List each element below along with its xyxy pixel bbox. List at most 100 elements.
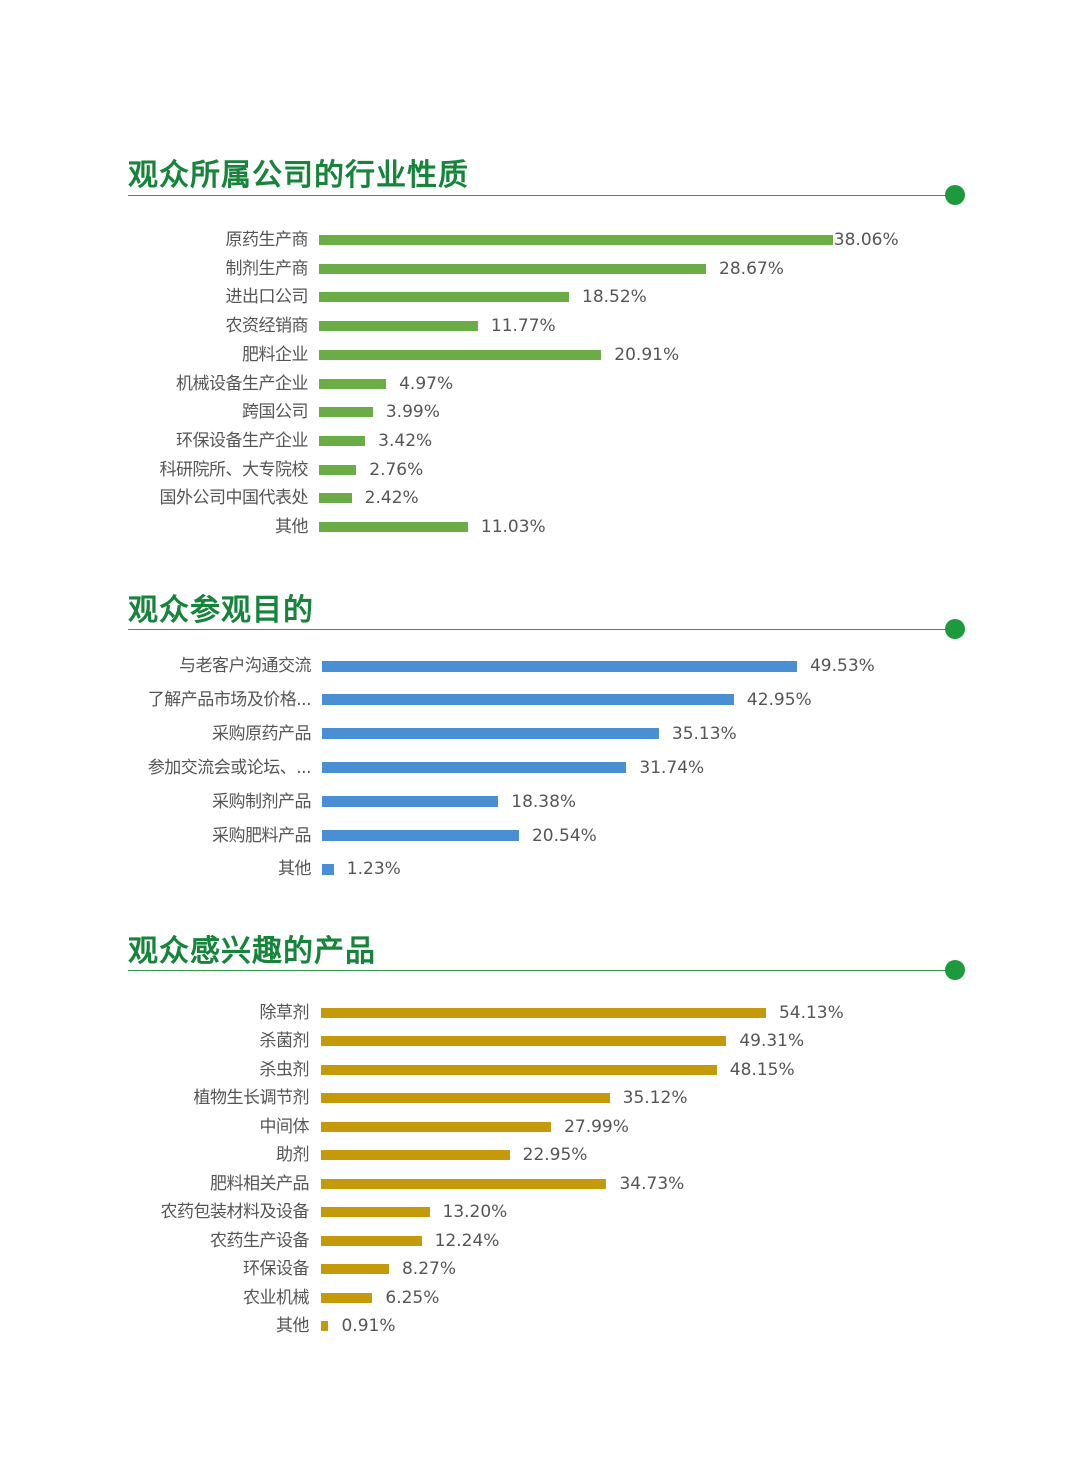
bar: [321, 1093, 610, 1104]
bar-row: 了解产品市场及价格... 42.95%: [0, 690, 1080, 710]
category-label-box: 采购原药产品: [0, 723, 312, 744]
chart-title: 观众参观目的: [128, 593, 314, 628]
category-label-box: 进出口公司: [0, 287, 309, 308]
data-label: 8.27%: [401, 1259, 456, 1280]
data-label: 4.97%: [399, 373, 454, 394]
data-label: 18.52%: [582, 287, 647, 308]
category-label: 了解产品市场及价格...: [147, 689, 312, 710]
category-label: 其他: [275, 517, 309, 537]
bar: [322, 660, 797, 672]
category-label-box: 跨国公司: [0, 402, 309, 423]
category-label: 采购原药产品: [212, 723, 312, 744]
bar: [322, 796, 499, 808]
category-label: 环保设备生产企业: [176, 430, 309, 451]
bar-row: 国外公司中国代表处 2.42%: [0, 488, 1080, 508]
category-label: 科研院所、大专院校: [159, 459, 309, 480]
category-label-box: 肥料企业: [0, 344, 309, 365]
bar-row: 其他 1.23%: [0, 859, 1080, 879]
bar-row: 肥料相关产品 34.73%: [0, 1174, 1080, 1194]
bar-row: 采购原药产品 35.13%: [0, 724, 1080, 744]
data-label: 49.31%: [739, 1031, 805, 1052]
bar-row: 科研院所、大专院校 2.76%: [0, 460, 1080, 480]
rule-dot-icon: [945, 185, 965, 205]
category-label-box: 杀虫剂: [0, 1059, 310, 1080]
bar: [319, 263, 707, 274]
category-label: 国外公司中国代表处: [159, 488, 309, 509]
category-label: 进出口公司: [225, 287, 309, 308]
category-label: 跨国公司: [242, 402, 309, 423]
data-label: 27.99%: [564, 1116, 629, 1137]
bar: [319, 435, 366, 446]
category-label-box: 其他: [0, 517, 309, 537]
category-label-box: 农资经销商: [0, 316, 309, 336]
bar: [322, 694, 734, 706]
category-label-box: 科研院所、大专院校: [0, 459, 309, 480]
data-label: 22.95%: [522, 1145, 588, 1166]
data-label: 2.42%: [364, 488, 419, 509]
category-label-box: 中间体: [0, 1117, 310, 1137]
category-label: 其他: [276, 1315, 310, 1336]
bar-row: 助剂 22.95%: [0, 1145, 1080, 1165]
category-label: 机械设备生产企业: [176, 373, 309, 394]
category-label-box: 助剂: [0, 1145, 310, 1166]
category-label-box: 农业机械: [0, 1287, 310, 1308]
category-label: 其他: [278, 859, 312, 880]
bar: [321, 1036, 727, 1047]
bar: [319, 522, 468, 532]
chart-title: 观众感兴趣的产品: [128, 934, 376, 969]
bar-row: 原药生产商 38.06%: [0, 230, 1080, 250]
rule-dot-icon: [945, 960, 965, 980]
bar-row: 农药生产设备 12.24%: [0, 1231, 1080, 1251]
data-label: 28.67%: [719, 258, 784, 279]
category-label: 杀虫剂: [259, 1059, 310, 1080]
category-label: 助剂: [276, 1145, 310, 1166]
category-label: 农业机械: [243, 1287, 310, 1308]
data-label: 35.12%: [622, 1088, 688, 1109]
category-label: 肥料企业: [242, 344, 309, 365]
data-label: 6.25%: [385, 1287, 440, 1308]
bar: [321, 1008, 766, 1018]
data-label: 34.73%: [619, 1173, 685, 1194]
bar: [321, 1064, 717, 1075]
category-label: 环保设备: [243, 1259, 310, 1280]
data-label: 38.06%: [833, 230, 899, 250]
category-label-box: 国外公司中国代表处: [0, 488, 309, 509]
bar-row: 杀菌剂 49.31%: [0, 1031, 1080, 1051]
data-label: 35.13%: [671, 723, 737, 744]
category-label-box: 除草剂: [0, 1003, 310, 1023]
category-label: 除草剂: [259, 1003, 310, 1023]
bar: [322, 762, 627, 774]
bar: [321, 1320, 329, 1331]
bar-row: 采购制剂产品 18.38%: [0, 792, 1080, 812]
bar-row: 中间体 27.99%: [0, 1117, 1080, 1137]
bar: [321, 1121, 552, 1132]
bar: [319, 464, 357, 475]
bar-row: 农资经销商 11.77%: [0, 316, 1080, 336]
title-rule: [128, 970, 955, 971]
category-label: 制剂生产商: [225, 258, 309, 279]
bar: [321, 1207, 430, 1218]
bar-row: 肥料企业 20.91%: [0, 345, 1080, 365]
bar: [321, 1264, 389, 1275]
category-label: 参加交流会或论坛、...: [147, 757, 312, 778]
category-label: 植物生长调节剂: [193, 1088, 310, 1109]
bar: [319, 292, 570, 303]
bar: [321, 1292, 373, 1303]
bar-row: 制剂生产商 28.67%: [0, 259, 1080, 279]
category-label: 肥料相关产品: [210, 1173, 310, 1194]
bar: [321, 1235, 422, 1246]
bar: [321, 1150, 510, 1161]
data-label: 0.91%: [341, 1315, 396, 1336]
data-label: 3.42%: [378, 430, 433, 451]
data-label: 13.20%: [442, 1202, 508, 1223]
bar-row: 除草剂 54.13%: [0, 1003, 1080, 1023]
bar-row: 其他 11.03%: [0, 517, 1080, 537]
category-label: 杀菌剂: [259, 1031, 310, 1052]
bar-row: 环保设备生产企业 3.42%: [0, 431, 1080, 451]
category-label-box: 制剂生产商: [0, 258, 309, 279]
data-label: 12.24%: [434, 1230, 500, 1251]
bar-row: 其他 0.91%: [0, 1316, 1080, 1336]
bar-row: 采购肥料产品 20.54%: [0, 826, 1080, 846]
category-label: 采购肥料产品: [212, 825, 312, 846]
bar: [319, 378, 387, 389]
